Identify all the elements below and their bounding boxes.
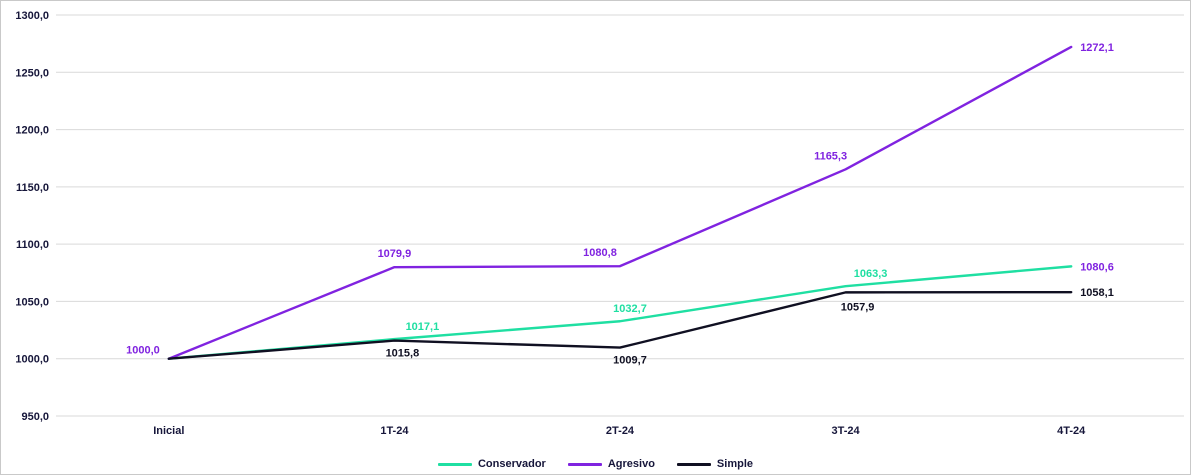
data-label: 1057,9 — [841, 301, 875, 313]
series-line-agresivo — [167, 45, 1073, 360]
x-tick-label: 2T-24 — [606, 425, 635, 437]
legend-swatch-conservador — [437, 462, 472, 466]
x-tick-label: Inicial — [153, 425, 184, 437]
data-label: 1032,7 — [613, 303, 647, 315]
series-line-simple — [167, 290, 1073, 360]
y-tick-label: 1100,0 — [16, 239, 49, 251]
legend-item-simple: Simple — [676, 458, 753, 470]
y-tick-label: 950,0 — [21, 411, 49, 423]
legend-item-agresivo: Agresivo — [567, 458, 655, 470]
legend-swatch-simple — [676, 462, 711, 466]
legend-label: Agresivo — [607, 458, 655, 470]
data-label: 1080,8 — [583, 247, 617, 259]
data-label: 1000,0 — [126, 345, 160, 357]
legend-item-conservador: Conservador — [437, 458, 546, 470]
data-label: 1079,9 — [378, 248, 412, 260]
data-label: 1063,3 — [854, 268, 888, 280]
y-tick-label: 1250,0 — [15, 67, 49, 79]
y-tick-label: 1000,0 — [15, 354, 49, 366]
x-tick-label: 3T-24 — [832, 425, 861, 437]
data-label: 1165,3 — [814, 150, 847, 162]
y-tick-label: 1300,0 — [15, 10, 49, 22]
data-label: 1058,1 — [1080, 287, 1114, 299]
chart-legend: Conservador Agresivo Simple — [1, 449, 1190, 474]
y-tick-label: 1200,0 — [15, 125, 49, 137]
x-tick-label: 4T-24 — [1057, 425, 1086, 437]
legend-label: Simple — [716, 458, 753, 470]
data-label: 1009,7 — [613, 355, 647, 367]
data-label: 1017,1 — [406, 321, 440, 333]
data-label: 1272,1 — [1080, 42, 1114, 54]
data-label: 1080,6 — [1080, 261, 1114, 273]
y-tick-label: 1150,0 — [16, 182, 49, 194]
x-tick-label: 1T-24 — [380, 425, 409, 437]
legend-swatch-agresivo — [567, 462, 602, 466]
legend-label: Conservador — [477, 458, 546, 470]
y-tick-label: 1050,0 — [15, 296, 49, 308]
line-chart: 950,0 1000,0 1050,0 1100,0 1150,0 1200,0 1250,… — [15, 10, 1184, 437]
data-label: 1015,8 — [386, 348, 420, 360]
